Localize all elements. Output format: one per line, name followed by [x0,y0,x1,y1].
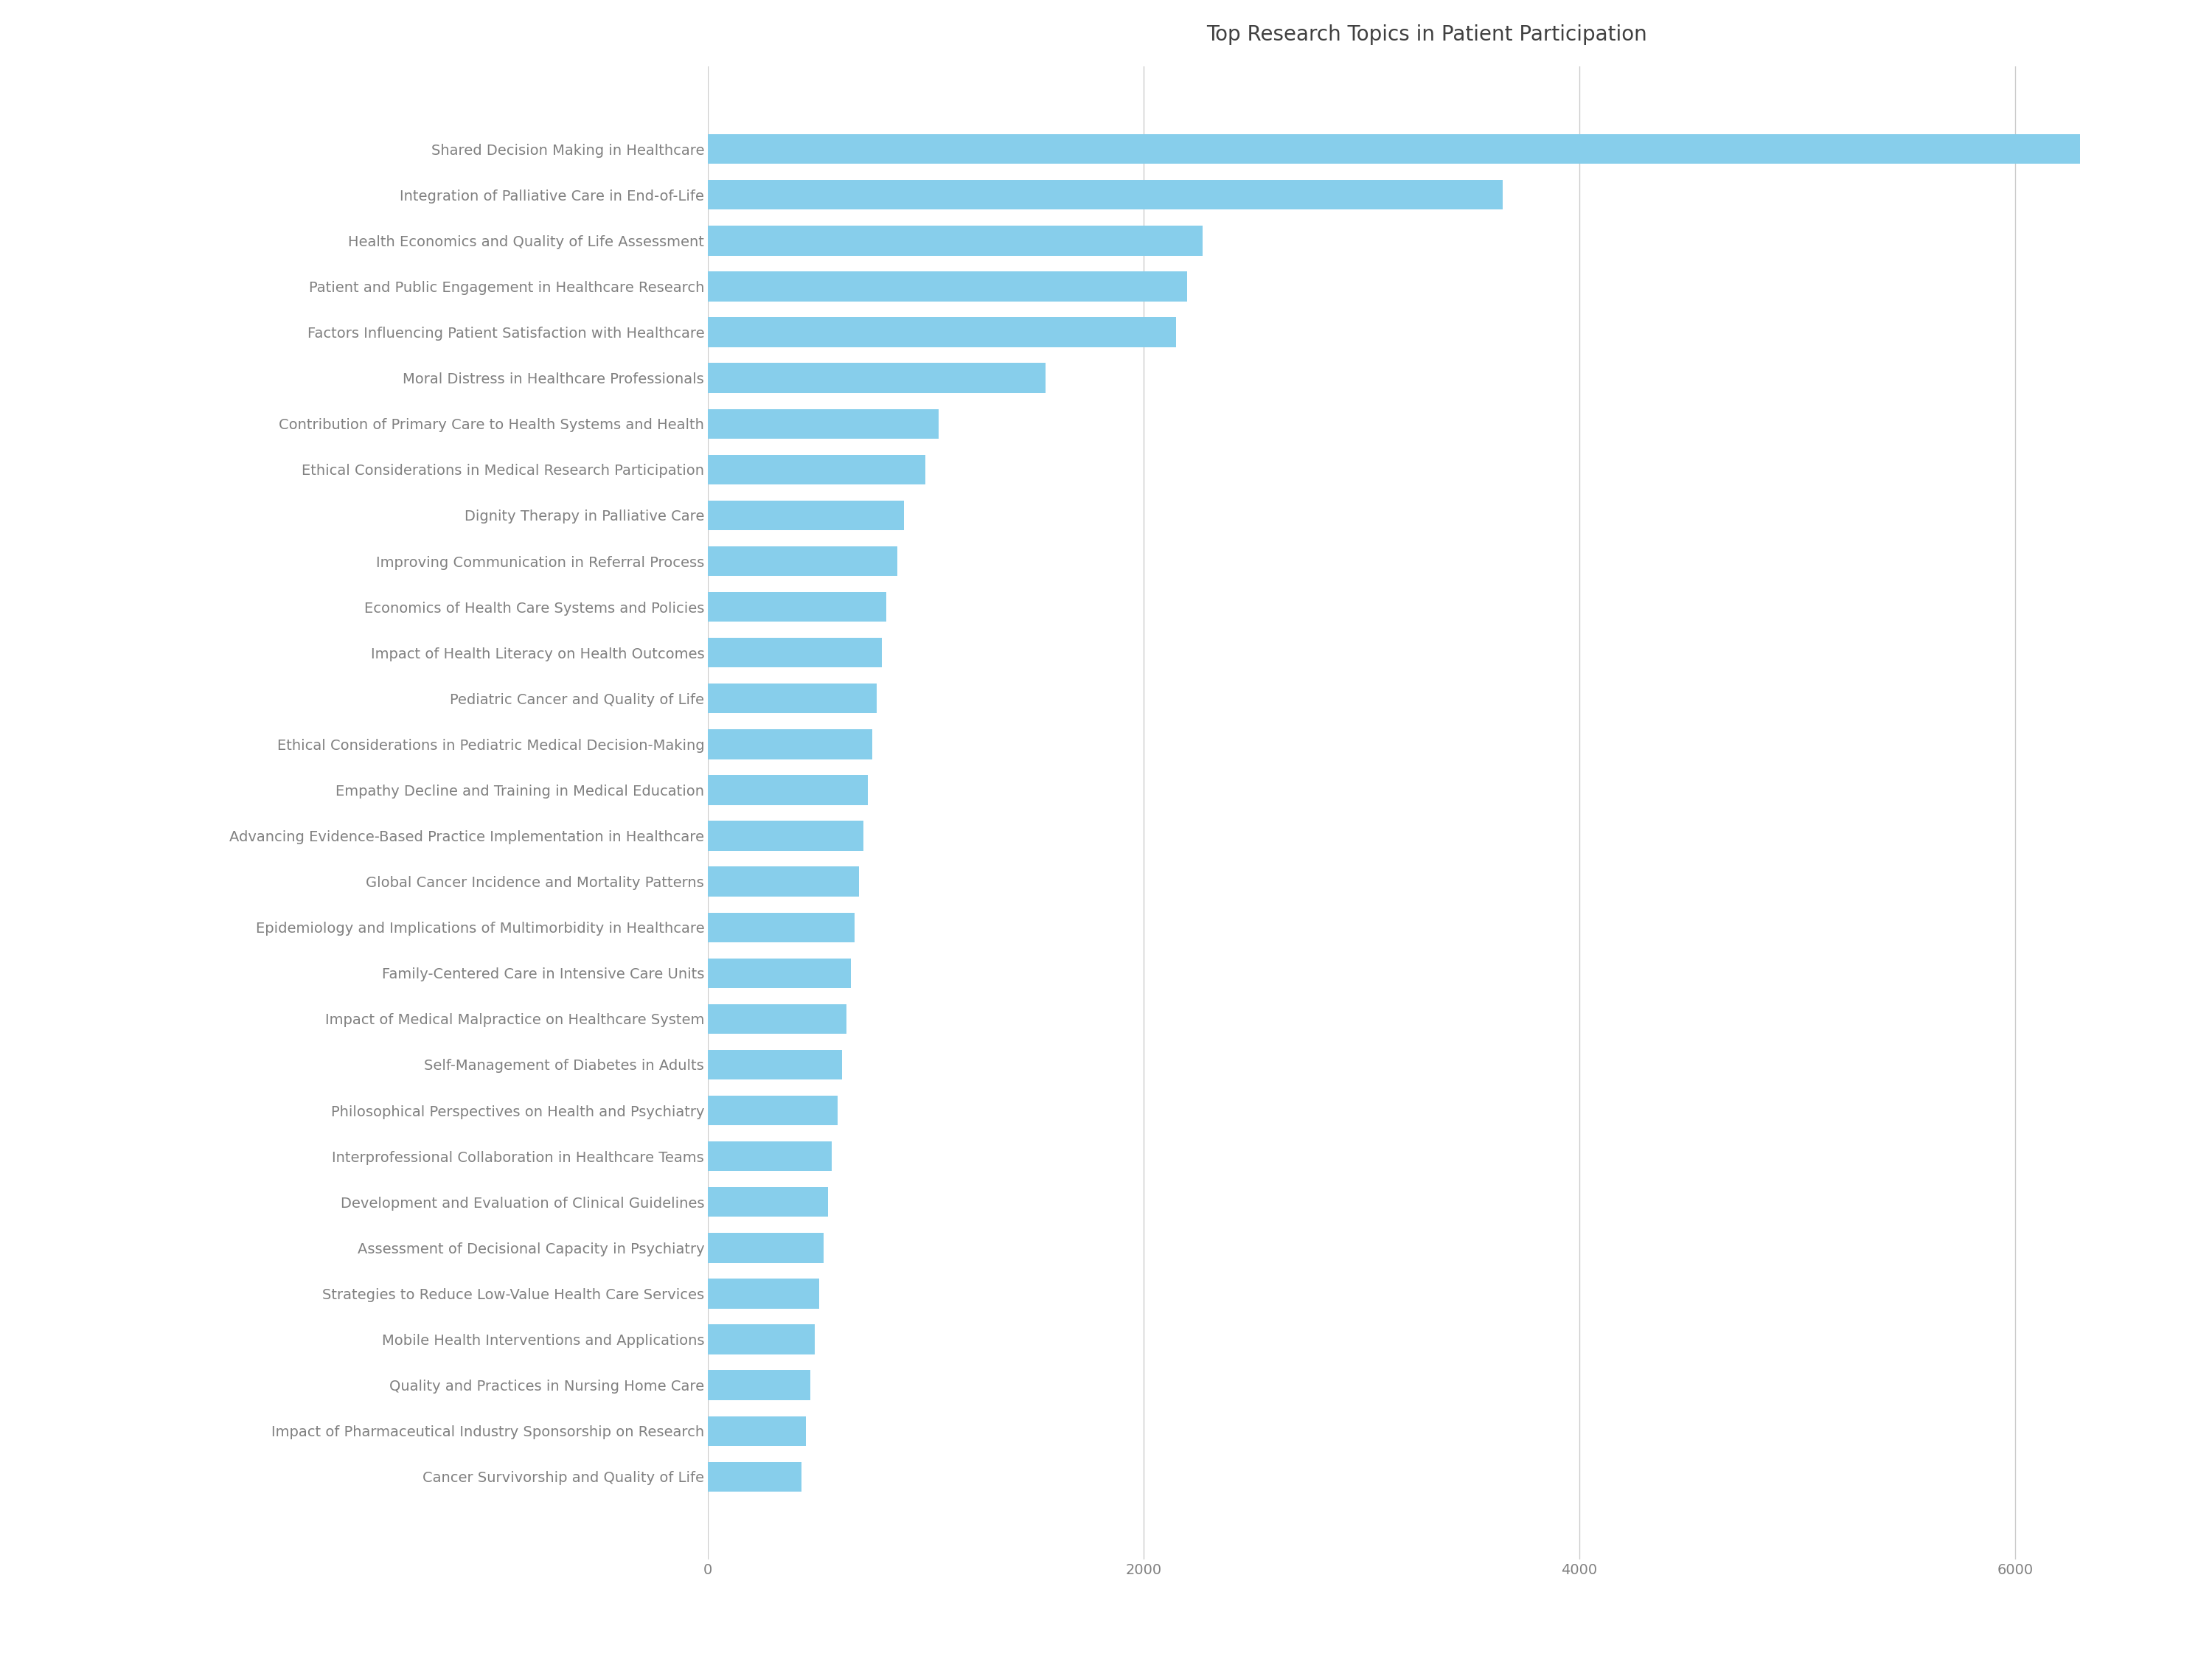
Bar [708,684,876,713]
Bar [708,181,1502,209]
Bar [708,317,1177,347]
Bar [708,1095,838,1125]
Bar [708,912,854,942]
Bar [708,592,887,622]
Bar [708,363,1046,393]
Bar [708,1233,823,1262]
Bar [708,134,2079,164]
Bar [708,1324,814,1354]
Bar [708,821,863,851]
Bar [708,1050,843,1080]
Bar [708,1188,827,1218]
Bar [708,1417,805,1445]
Bar [708,272,1188,302]
Title: Top Research Topics in Patient Participation: Top Research Topics in Patient Participa… [1206,25,1648,45]
Bar [708,866,858,896]
Bar [708,730,872,760]
Bar [708,1141,832,1171]
Bar [708,455,925,484]
Bar [708,546,898,576]
Bar [708,637,883,667]
Bar [708,408,938,438]
Bar [708,1462,801,1491]
Bar [708,1004,847,1034]
Bar [708,501,905,531]
Bar [708,775,867,805]
Bar [708,959,852,989]
Bar [708,1279,818,1309]
Bar [708,1370,810,1400]
Bar [708,226,1203,255]
